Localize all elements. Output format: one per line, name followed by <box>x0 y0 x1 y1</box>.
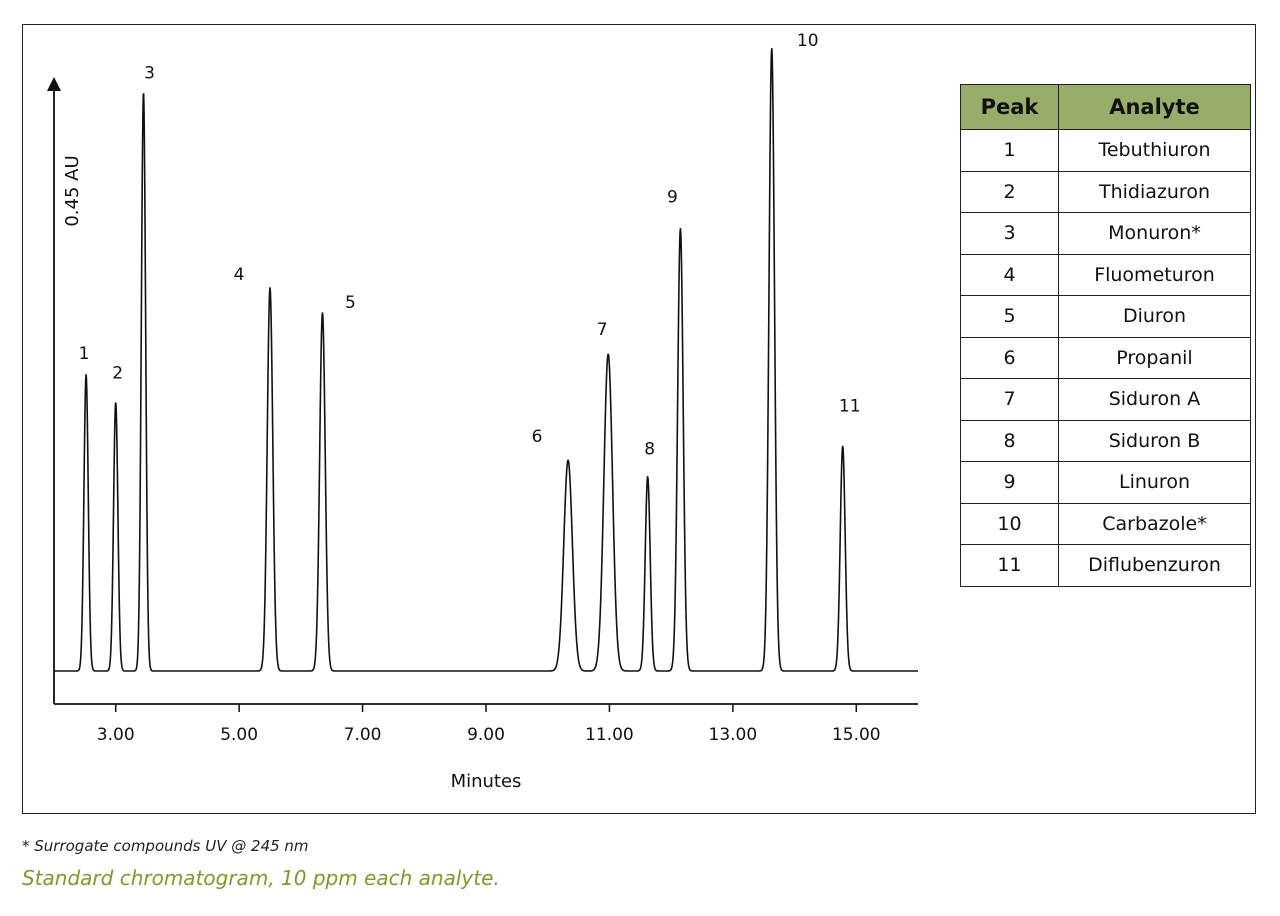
table-row: 9 Linuron <box>960 461 1251 504</box>
table-header-peak: Peak <box>960 84 1059 130</box>
peak-analyte-table: Peak Analyte 1 Tebuthiuron 2 Thidiazuron 3… <box>960 84 1251 587</box>
peak-cell: 1 <box>960 129 1059 172</box>
table-header-analyte: Analyte <box>1058 84 1251 130</box>
peak-label: 8 <box>644 440 655 460</box>
figure-caption: Standard chromatogram, 10 ppm each analy… <box>22 866 500 890</box>
peak-label: 7 <box>597 320 608 340</box>
analyte-cell: Fluometuron <box>1058 253 1251 296</box>
chromatogram-chart: 3.00 5.00 7.00 9.00 11.00 13.00 15.00 1 2 3 4 5 6 7 8… <box>47 31 919 792</box>
peak-cell: 3 <box>960 212 1059 255</box>
peak-cell: 7 <box>960 378 1059 421</box>
x-tick-label: 7.00 <box>344 725 382 745</box>
peak-label: 5 <box>345 293 356 313</box>
peak-label: 10 <box>797 31 819 51</box>
peak-label: 11 <box>839 396 861 416</box>
x-tick-label: 15.00 <box>832 725 881 745</box>
analyte-cell: Diuron <box>1058 295 1251 338</box>
table-row: 5 Diuron <box>960 295 1251 338</box>
analyte-cell: Thidiazuron <box>1058 170 1251 213</box>
peak-label: 6 <box>532 427 543 447</box>
x-tick-label: 11.00 <box>585 725 634 745</box>
x-tick-label: 13.00 <box>709 725 758 745</box>
axes: 3.00 5.00 7.00 9.00 11.00 13.00 15.00 <box>47 77 918 745</box>
table-row: 7 Siduron A <box>960 378 1251 421</box>
analyte-cell: Propanil <box>1058 336 1251 379</box>
analyte-cell: Siduron B <box>1058 419 1251 462</box>
table-row: 11 Diflubenzuron <box>960 544 1251 587</box>
y-axis-title: 0.45 AU <box>62 155 83 226</box>
peak-cell: 8 <box>960 419 1059 462</box>
peak-cell: 6 <box>960 336 1059 379</box>
table-header-row: Peak Analyte <box>960 84 1251 130</box>
analyte-cell: Linuron <box>1058 461 1251 504</box>
peak-label: 1 <box>79 344 90 364</box>
peak-cell: 11 <box>960 544 1059 587</box>
analyte-cell: Tebuthiuron <box>1058 129 1251 172</box>
peak-cell: 9 <box>960 461 1059 504</box>
chromatogram-trace <box>53 47 919 672</box>
peak-cell: 10 <box>960 502 1059 545</box>
analyte-cell: Siduron A <box>1058 378 1251 421</box>
peak-label: 3 <box>144 63 155 83</box>
analyte-cell: Monuron* <box>1058 212 1251 255</box>
table-row: 6 Propanil <box>960 336 1251 379</box>
peak-labels: 1 2 3 4 5 6 7 8 9 10 11 <box>79 31 861 459</box>
x-tick-label: 5.00 <box>220 725 258 745</box>
table-row: 4 Fluometuron <box>960 253 1251 296</box>
table-row: 10 Carbazole* <box>960 502 1251 545</box>
peak-cell: 5 <box>960 295 1059 338</box>
analyte-cell: Diflubenzuron <box>1058 544 1251 587</box>
peak-cell: 4 <box>960 253 1059 296</box>
peak-label: 9 <box>667 188 678 208</box>
analyte-cell: Carbazole* <box>1058 502 1251 545</box>
table-row: 3 Monuron* <box>960 212 1251 255</box>
trace-group <box>53 47 919 672</box>
x-axis-title: Minutes <box>451 771 522 792</box>
surrogate-footnote: * Surrogate compounds UV @ 245 nm <box>22 837 309 855</box>
table-row: 8 Siduron B <box>960 419 1251 462</box>
x-tick-label: 3.00 <box>97 725 135 745</box>
peak-label: 2 <box>112 363 123 383</box>
x-tick-label: 9.00 <box>467 725 505 745</box>
table-row: 2 Thidiazuron <box>960 170 1251 213</box>
y-axis-arrow <box>47 77 61 91</box>
table-row: 1 Tebuthiuron <box>960 129 1251 172</box>
peak-cell: 2 <box>960 170 1059 213</box>
peak-label: 4 <box>234 265 245 285</box>
